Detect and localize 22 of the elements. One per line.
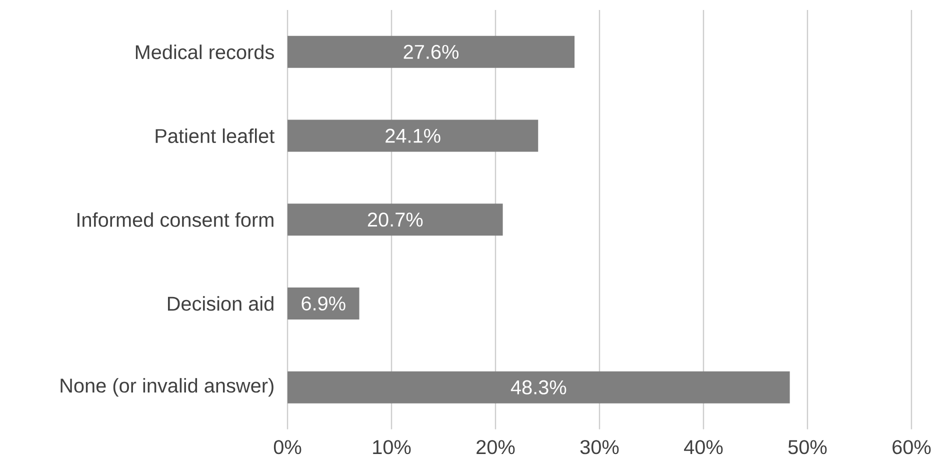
bar (288, 204, 503, 236)
data-label: 24.1% (386, 128, 440, 143)
data-label: 20.7% (368, 212, 423, 227)
y-tick-label: None (or invalid answer) (60, 378, 274, 397)
x-tick-label: 20% (476, 440, 515, 454)
data-label: 27.6% (404, 44, 459, 59)
y-tick-label: Decision aid (168, 296, 274, 311)
bar (288, 36, 575, 68)
y-tick-label: Medical records (136, 44, 274, 60)
x-tick-label: 40% (684, 440, 723, 454)
x-tick-label: 50% (788, 440, 827, 454)
bar (288, 287, 360, 320)
y-tick-label: Informed consent form (78, 212, 274, 227)
data-label: 6.9% (302, 296, 346, 310)
x-tick-label: 10% (373, 440, 411, 454)
x-tick-label: 30% (580, 440, 619, 454)
data-label: 48.3% (510, 380, 566, 394)
bar (288, 371, 790, 404)
x-tick-label: 60% (892, 440, 931, 454)
x-tick-label: 0% (274, 440, 302, 454)
bar (288, 120, 538, 152)
y-tick-label: Patient leaflet (156, 128, 275, 143)
